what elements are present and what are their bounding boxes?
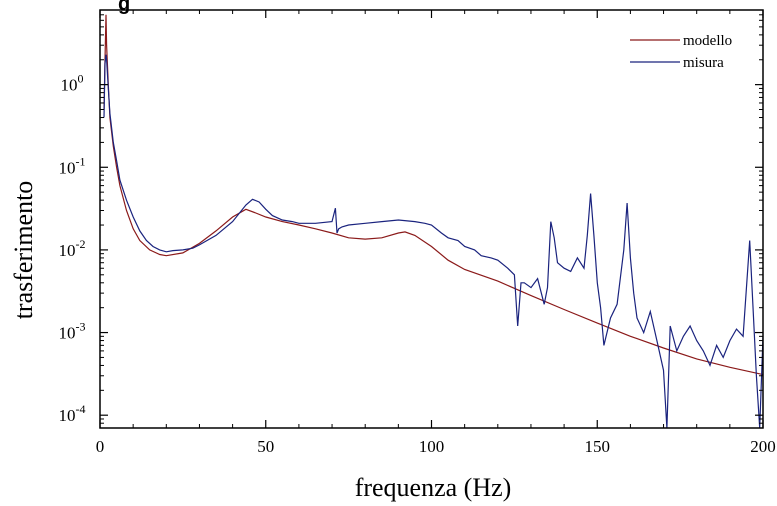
series-layer <box>103 14 763 428</box>
plot-frame <box>99 9 764 429</box>
y-tick-label: 100 <box>61 72 84 95</box>
series-line-modello <box>103 14 763 376</box>
legend: modello misura <box>630 33 732 71</box>
x-tick-label: 0 <box>96 437 105 456</box>
x-tick-label: 50 <box>257 437 274 456</box>
y-axis-label: trasferimento <box>9 181 38 320</box>
y-axis: 10-4 10-3 10-2 10-1 100 <box>59 9 763 429</box>
y-tick-label: 10-1 <box>59 154 86 177</box>
y-tick-label: 10-3 <box>59 320 86 343</box>
y-tick-label: 10-4 <box>59 402 86 425</box>
x-tick-label: 200 <box>750 437 776 456</box>
series-line-misura <box>103 54 763 428</box>
legend-label-modello: modello <box>683 33 732 49</box>
x-axis-label: frequenza (Hz) <box>355 473 512 502</box>
x-tick-label: 150 <box>585 437 611 456</box>
x-tick-label: 100 <box>419 437 445 456</box>
x-axis: 0 50 100 150 200 <box>96 10 776 456</box>
legend-label-misura: misura <box>683 55 724 71</box>
y-tick-label: 10-2 <box>59 237 86 260</box>
chart-title-fragment: g <box>118 0 130 15</box>
